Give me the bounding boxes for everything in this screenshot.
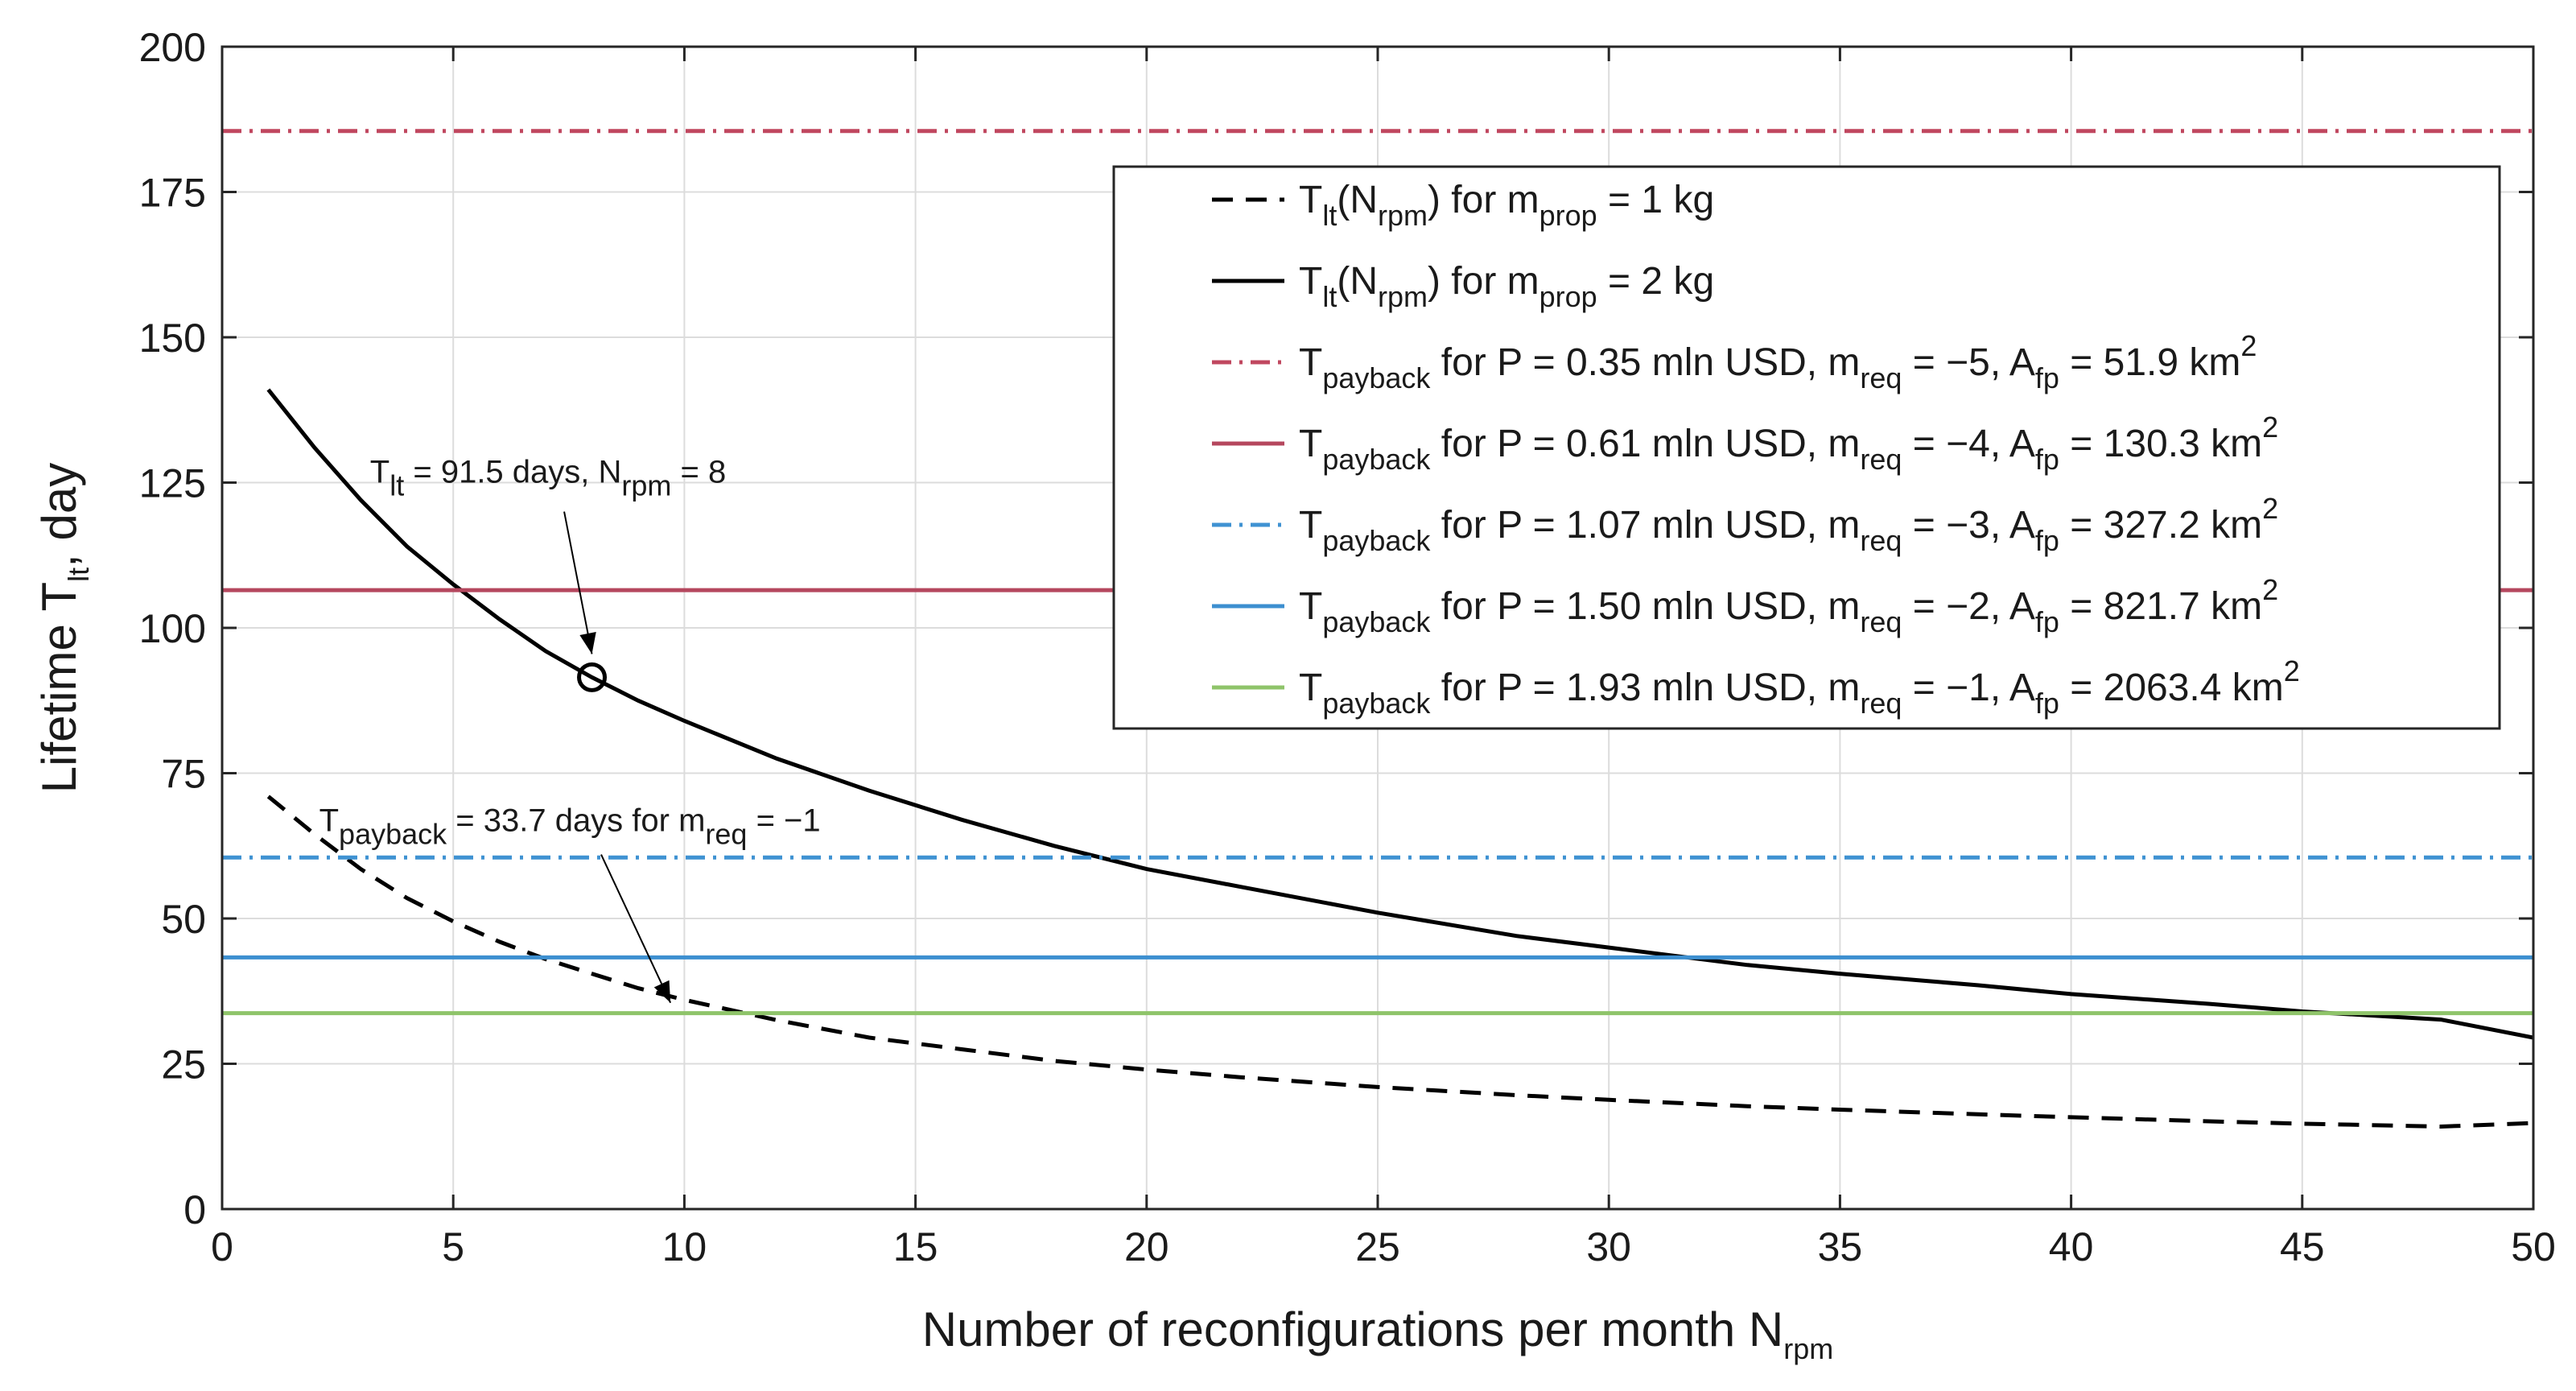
x-tick-label: 40 bbox=[2049, 1224, 2094, 1269]
legend-label-5: Tpayback for P = 1.07 mln USD, mreq = −3… bbox=[1299, 492, 2278, 557]
x-tick-label: 45 bbox=[2280, 1224, 2325, 1269]
x-tick-label: 25 bbox=[1355, 1224, 1400, 1269]
y-tick-label: 100 bbox=[139, 606, 206, 651]
series-line-2 bbox=[266, 388, 2533, 1040]
x-tick-label: 20 bbox=[1124, 1224, 1169, 1269]
axis-labels: Number of reconfigurations per month Nrp… bbox=[32, 463, 1833, 1365]
y-tick-label: 25 bbox=[161, 1042, 206, 1088]
y-tick-label: 150 bbox=[139, 316, 206, 361]
legend-box bbox=[1112, 165, 2501, 730]
y-tick-label: 175 bbox=[139, 171, 206, 216]
legend-label-3: Tpayback for P = 0.35 mln USD, mreq = −5… bbox=[1299, 329, 2257, 394]
y-tick-label: 75 bbox=[161, 752, 206, 797]
annotation-layer: Tlt = 91.5 days, Nrpm = 8 Tpayback = 33.7… bbox=[319, 455, 821, 1004]
annotation-arrowhead-1 bbox=[579, 631, 596, 654]
x-tick-label: 0 bbox=[211, 1224, 233, 1269]
legend: Tlt(Nrpm) for mprop = 1 kg Tlt(Nrpm) for … bbox=[1112, 165, 2501, 730]
legend-label-4: Tpayback for P = 0.61 mln USD, mreq = −4… bbox=[1299, 411, 2278, 476]
annotation-text-1: Tlt = 91.5 days, Nrpm = 8 bbox=[370, 455, 726, 502]
y-tick-label: 125 bbox=[139, 461, 206, 506]
y-tick-label: 50 bbox=[161, 897, 206, 942]
x-tick-label: 35 bbox=[1818, 1224, 1863, 1269]
annotation-arrow-1 bbox=[563, 511, 593, 654]
annotation-text-2: Tpayback = 33.7 days for mreq = −1 bbox=[319, 803, 821, 851]
x-tick-label: 5 bbox=[442, 1224, 464, 1269]
x-tick-label: 30 bbox=[1586, 1224, 1631, 1269]
x-tick-label: 10 bbox=[662, 1224, 707, 1269]
series-line-1 bbox=[266, 795, 2533, 1129]
series-layer bbox=[222, 129, 2533, 1129]
annotation-arrow-2 bbox=[600, 854, 672, 1004]
x-axis-label: Number of reconfigurations per month Nrp… bbox=[922, 1302, 1834, 1365]
legend-label-7: Tpayback for P = 1.93 mln USD, mreq = −1… bbox=[1299, 654, 2300, 720]
legend-label-1: Tlt(Nrpm) for mprop = 1 kg bbox=[1299, 179, 1714, 232]
y-tick-label: 200 bbox=[139, 25, 206, 70]
x-tick-label: 50 bbox=[2511, 1224, 2556, 1269]
tick-labels: 0 5 10 15 20 25 30 35 40 45 50 0 25 50 75 100 125 150 175 2… bbox=[139, 25, 2556, 1269]
highlight-marker bbox=[577, 662, 608, 692]
y-axis-label: Lifetime Tlt, day bbox=[32, 463, 95, 793]
legend-label-2: Tlt(Nrpm) for mprop = 2 kg bbox=[1299, 260, 1714, 313]
annotation-arrowhead-2 bbox=[653, 980, 671, 1003]
legend-label-6: Tpayback for P = 1.50 mln USD, mreq = −2… bbox=[1299, 573, 2278, 638]
y-tick-label: 0 bbox=[183, 1187, 206, 1232]
x-tick-label: 15 bbox=[893, 1224, 938, 1269]
